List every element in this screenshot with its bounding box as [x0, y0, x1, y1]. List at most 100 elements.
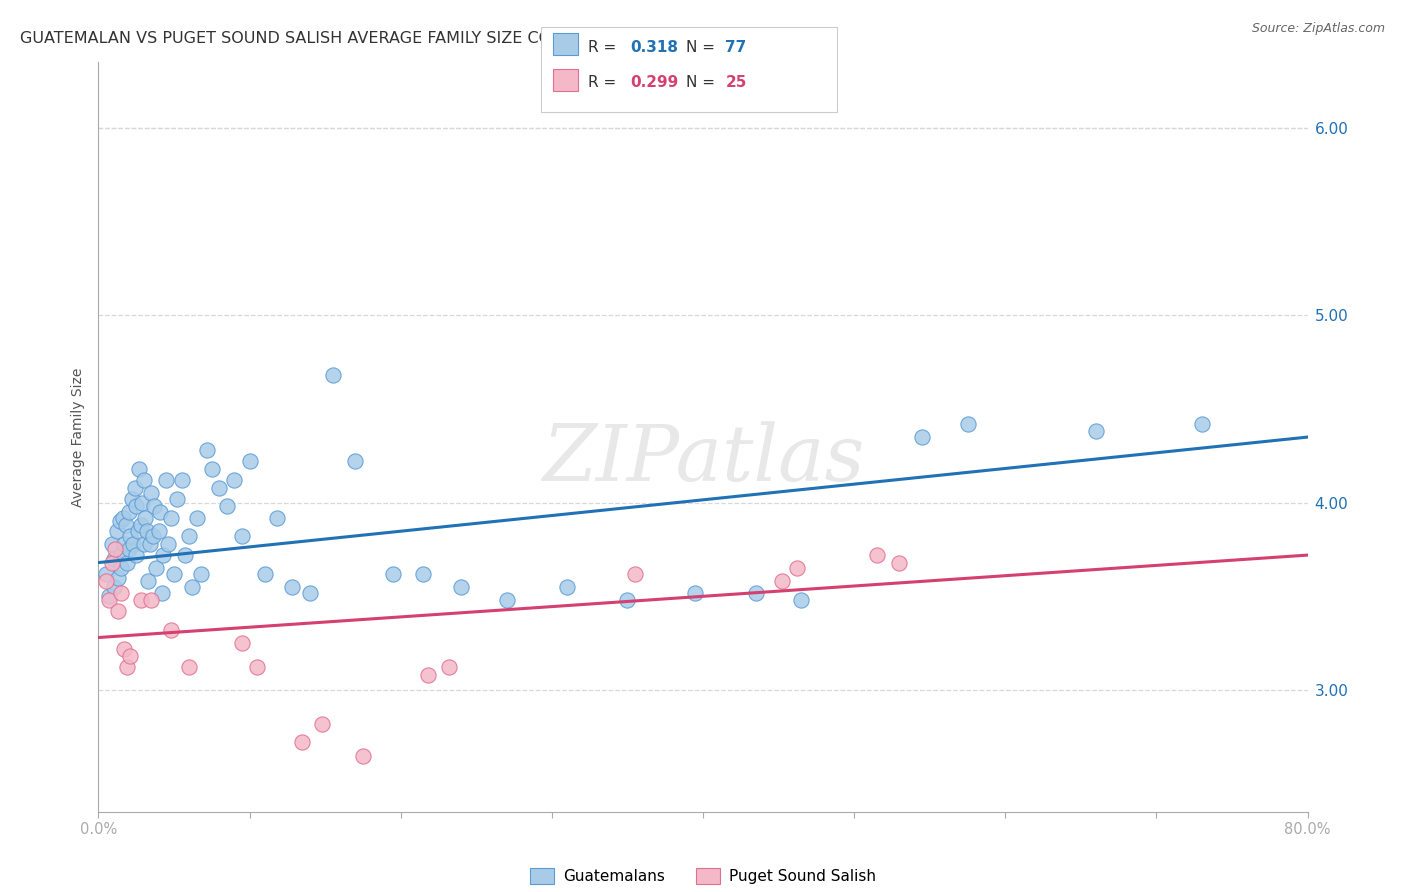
Point: [215, 500, 238, 514]
Point: [120, 649, 142, 664]
Point: [299, 585, 322, 599]
Point: [118, 505, 141, 519]
Point: [555, 580, 578, 594]
Point: [120, 529, 142, 543]
Text: ZIPatlas: ZIPatlas: [541, 421, 865, 498]
Point: [195, 443, 218, 458]
Point: [114, 518, 136, 533]
Point: [1085, 425, 1108, 439]
Point: [266, 510, 288, 524]
Point: [143, 500, 166, 514]
Point: [105, 524, 128, 538]
Point: [166, 491, 188, 506]
Point: [416, 668, 439, 682]
Point: [108, 514, 131, 528]
Point: [125, 500, 148, 514]
Point: [911, 430, 934, 444]
Point: [152, 548, 174, 562]
Text: N =: N =: [686, 76, 720, 90]
Point: [344, 454, 367, 468]
Point: [231, 529, 253, 543]
Point: [160, 623, 183, 637]
Text: 77: 77: [725, 40, 747, 54]
Point: [110, 548, 132, 562]
Point: [111, 510, 134, 524]
Point: [129, 518, 152, 533]
Point: [322, 368, 344, 383]
Point: [224, 473, 246, 487]
Point: [98, 593, 121, 607]
Point: [101, 556, 124, 570]
Point: [382, 566, 405, 581]
Text: GUATEMALAN VS PUGET SOUND SALISH AVERAGE FAMILY SIZE CORRELATION CHART: GUATEMALAN VS PUGET SOUND SALISH AVERAGE…: [20, 31, 700, 46]
Point: [186, 510, 208, 524]
Point: [124, 481, 146, 495]
Point: [770, 574, 793, 589]
Point: [94, 574, 117, 589]
Point: [121, 491, 143, 506]
Text: N =: N =: [686, 40, 720, 54]
Text: 0.318: 0.318: [630, 40, 678, 54]
Point: [291, 735, 314, 749]
Point: [115, 660, 138, 674]
Point: [145, 561, 167, 575]
Point: [132, 537, 155, 551]
Point: [98, 590, 121, 604]
Point: [103, 551, 125, 566]
Point: [281, 580, 304, 594]
Point: [156, 537, 179, 551]
Point: [150, 585, 173, 599]
Point: [139, 537, 162, 551]
Point: [624, 566, 647, 581]
Point: [208, 481, 231, 495]
Text: Source: ZipAtlas.com: Source: ZipAtlas.com: [1251, 22, 1385, 36]
Point: [118, 542, 141, 557]
Point: [132, 473, 155, 487]
Point: [136, 574, 159, 589]
Point: [179, 529, 201, 543]
Point: [148, 524, 170, 538]
Point: [495, 593, 517, 607]
Point: [125, 548, 148, 562]
Point: [239, 454, 262, 468]
Point: [94, 566, 117, 581]
Point: [107, 604, 129, 618]
Text: 25: 25: [725, 76, 747, 90]
Point: [129, 593, 152, 607]
Point: [101, 537, 124, 551]
Point: [866, 548, 889, 562]
Point: [1191, 417, 1213, 431]
Point: [115, 556, 138, 570]
Point: [135, 524, 157, 538]
Y-axis label: Average Family Size: Average Family Size: [70, 368, 84, 507]
Point: [745, 585, 768, 599]
Point: [128, 462, 150, 476]
Point: [685, 585, 707, 599]
Point: [352, 748, 374, 763]
Point: [790, 593, 813, 607]
Point: [889, 556, 911, 570]
Point: [179, 660, 201, 674]
Point: [112, 537, 135, 551]
Point: [190, 566, 212, 581]
Point: [110, 561, 132, 575]
Point: [127, 524, 149, 538]
Point: [155, 473, 177, 487]
Point: [173, 548, 195, 562]
Text: R =: R =: [588, 40, 621, 54]
Point: [134, 510, 156, 524]
Point: [181, 580, 204, 594]
Point: [616, 593, 638, 607]
Text: 0.299: 0.299: [630, 76, 678, 90]
Legend: Guatemalans, Puget Sound Salish: Guatemalans, Puget Sound Salish: [523, 862, 883, 890]
Point: [201, 462, 224, 476]
Point: [160, 510, 183, 524]
Point: [131, 496, 153, 510]
Point: [231, 636, 253, 650]
Point: [149, 505, 172, 519]
Point: [112, 641, 135, 656]
Point: [450, 580, 472, 594]
Point: [141, 486, 163, 500]
Point: [103, 580, 125, 594]
Point: [412, 566, 434, 581]
